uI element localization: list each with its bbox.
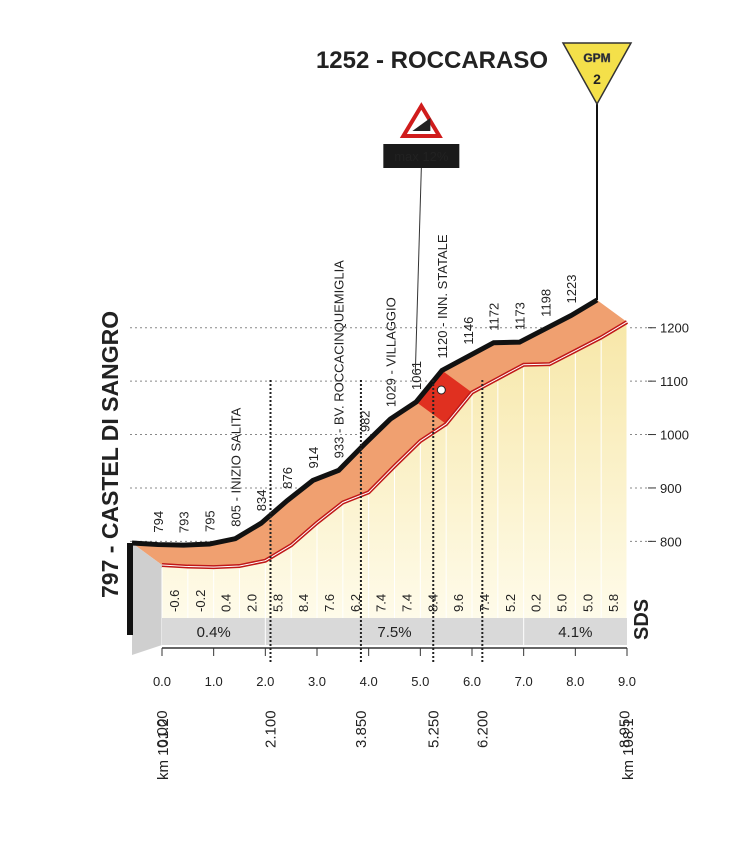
gradient-label: 8.4 [296, 594, 311, 612]
max-pointer [414, 167, 422, 373]
distance-label: 3.850 [353, 710, 370, 748]
start-label: 797 - CASTEL DI SANGRO [97, 311, 123, 598]
gradient-label: 0.4 [219, 594, 234, 612]
altitude-label: 794 [151, 511, 166, 533]
y-tick-label: 1100 [660, 374, 688, 389]
altitude-label: 876 [280, 467, 295, 489]
altitude-label: 1120 - INN. STATALE [435, 234, 450, 358]
x-tick-label: 4.0 [360, 674, 378, 689]
gradient-label: 9.6 [451, 594, 466, 612]
x-tick-label: 7.0 [515, 674, 533, 689]
gradient-label: 7.4 [374, 594, 389, 612]
altitude-label: 793 [177, 511, 192, 533]
altitude-label: 1223 [564, 275, 579, 304]
warning-sign [399, 102, 443, 138]
steep-face [416, 370, 472, 424]
altitude-label: 982 [358, 410, 373, 432]
gradient-label: 8.4 [425, 594, 440, 612]
ridge-line [131, 297, 599, 548]
x-tick-label: 1.0 [205, 674, 223, 689]
km-end: km 108.1 [620, 718, 637, 780]
altitude-label: 914 [306, 447, 321, 469]
y-tick-label: 1200 [660, 321, 689, 336]
altitude-label: 1061 [409, 361, 424, 390]
x-tick-label: 5.0 [411, 674, 429, 689]
gradient-label: -0.2 [193, 590, 208, 612]
x-tick-label: 6.0 [463, 674, 481, 689]
max-point [436, 385, 446, 395]
distance-label: 8.950 [616, 710, 633, 748]
logo: SDS [631, 599, 653, 640]
gradient-label: -0.6 [167, 590, 182, 612]
altitude-label: 1198 [538, 289, 553, 317]
section-label: 4.1% [558, 624, 592, 641]
altitude-label: 1029 - VILLAGGIO [383, 297, 398, 407]
x-tick-label: 9.0 [618, 674, 636, 689]
distance-label: 5.250 [425, 710, 442, 748]
gpm-badge [561, 42, 633, 106]
altitude-label: 933 - BV. ROCCACINQUEMIGLIA [332, 260, 347, 459]
gradient-label: 7.6 [322, 594, 337, 612]
gradient-label: 5.0 [580, 594, 595, 612]
section-strip [162, 618, 627, 645]
gradient-label: 5.2 [503, 594, 518, 612]
gpm-label: GPM [583, 51, 610, 65]
gradient-label: 5.8 [606, 594, 621, 612]
gpm-rank: 2 [593, 71, 601, 87]
y-tick-label: 800 [660, 534, 682, 549]
warning-icon [412, 118, 431, 131]
distance-label: 6.200 [474, 710, 491, 748]
section-label: 0.4% [197, 624, 231, 641]
gradient-label: 6.2 [348, 594, 363, 612]
y-tick-label: 1000 [660, 428, 689, 443]
gradient-label: 7.4 [399, 594, 414, 612]
gradient-label: 7.4 [477, 594, 492, 612]
profile-face [132, 299, 627, 568]
x-tick-label: 8.0 [566, 674, 584, 689]
start-face [132, 542, 162, 655]
max-box [383, 144, 460, 168]
gradient-label: 5.8 [270, 594, 285, 612]
section-label: 7.5% [377, 624, 411, 641]
altitude-label: 1173 [513, 302, 528, 330]
altitude-label: 834 [254, 489, 269, 511]
x-tick-label: 3.0 [308, 674, 326, 689]
altitude-label: 1172 [487, 303, 502, 331]
distance-label: 0.000 [154, 710, 171, 748]
altitude-label: 805 - INIZIO SALITA [228, 407, 243, 526]
altitude-label: 1146 [461, 317, 476, 345]
gradient-label: 5.0 [554, 594, 569, 612]
x-tick-label: 0.0 [153, 674, 171, 689]
km-start: km 101.2 [155, 718, 172, 780]
y-tick-label: 900 [660, 481, 682, 496]
road-line-inner [161, 321, 628, 568]
x-tick-label: 2.0 [256, 674, 274, 689]
altitude-label: 795 [203, 510, 218, 532]
distance-label: 2.100 [263, 710, 280, 748]
gradient-label: 0.2 [529, 594, 544, 612]
max-label: max 12% [394, 149, 449, 164]
gradient-label: 2.0 [244, 594, 259, 612]
finish-label: 1252 - ROCCARASO [316, 47, 548, 74]
